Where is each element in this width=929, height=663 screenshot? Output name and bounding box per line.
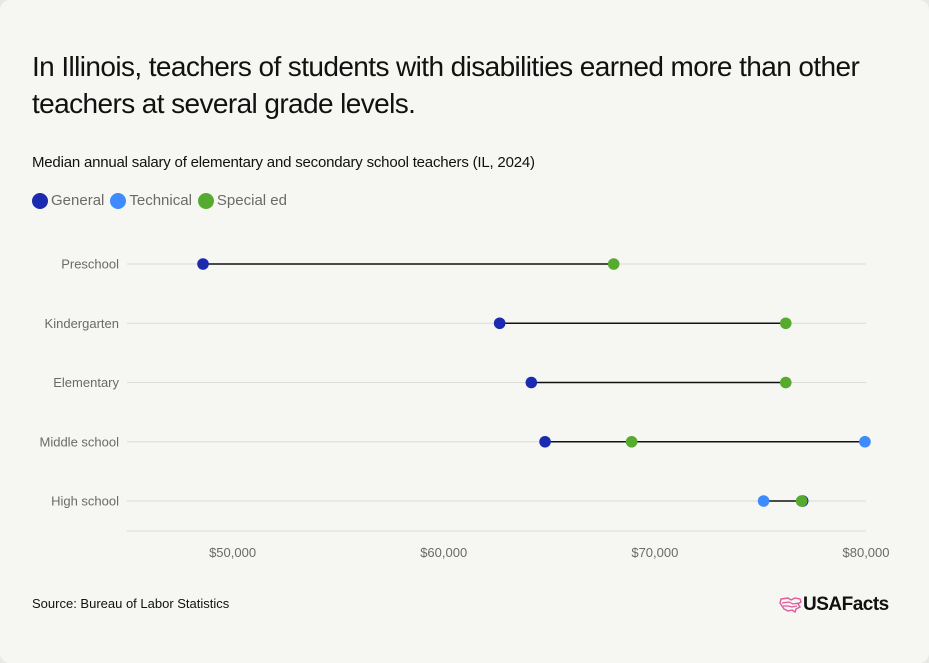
legend-label-special-ed: Special ed	[216, 192, 287, 209]
chart-title: In Illinois, teachers of students with d…	[32, 51, 860, 119]
legend-item-special-ed: Special ed	[197, 192, 287, 209]
point-general	[493, 317, 506, 330]
usafacts-logo: USAFacts	[779, 594, 889, 616]
point-special-ed	[779, 317, 792, 330]
point-special-ed	[625, 435, 638, 448]
legend-label-general: General	[51, 192, 105, 209]
row-label: Preschool	[61, 257, 119, 272]
x-tick-label: $50,000	[209, 545, 256, 560]
x-tick-label: $60,000	[420, 545, 467, 560]
legend-dot-technical	[110, 192, 127, 209]
legend-dot-general	[32, 192, 48, 209]
row-label: High school	[51, 494, 119, 509]
row-label: Elementary	[53, 375, 119, 390]
logo-text: USAFacts	[803, 594, 889, 615]
legend-label-technical: Technical	[129, 192, 192, 209]
usa-map-icon	[779, 597, 802, 614]
legend-dot-special-ed	[197, 192, 214, 209]
legend-item-technical: Technical	[110, 192, 192, 209]
point-technical	[859, 435, 871, 448]
chart-subtitle: Median annual salary of elementary and s…	[32, 154, 535, 171]
legend: General Technical Special ed	[32, 192, 293, 209]
point-special-ed	[607, 258, 620, 270]
point-general	[525, 376, 538, 389]
row-label: Middle school	[40, 434, 120, 449]
point-special-ed	[795, 495, 808, 507]
source-note: Source: Bureau of Labor Statistics	[32, 596, 230, 611]
x-tick-label: $70,000	[631, 545, 678, 560]
point-general	[197, 258, 209, 270]
point-technical	[757, 495, 770, 507]
point-special-ed	[779, 376, 792, 389]
point-general	[539, 435, 551, 448]
row-label: Kindergarten	[45, 316, 119, 331]
legend-item-general: General	[32, 192, 104, 209]
x-tick-label: $80,000	[843, 545, 890, 560]
